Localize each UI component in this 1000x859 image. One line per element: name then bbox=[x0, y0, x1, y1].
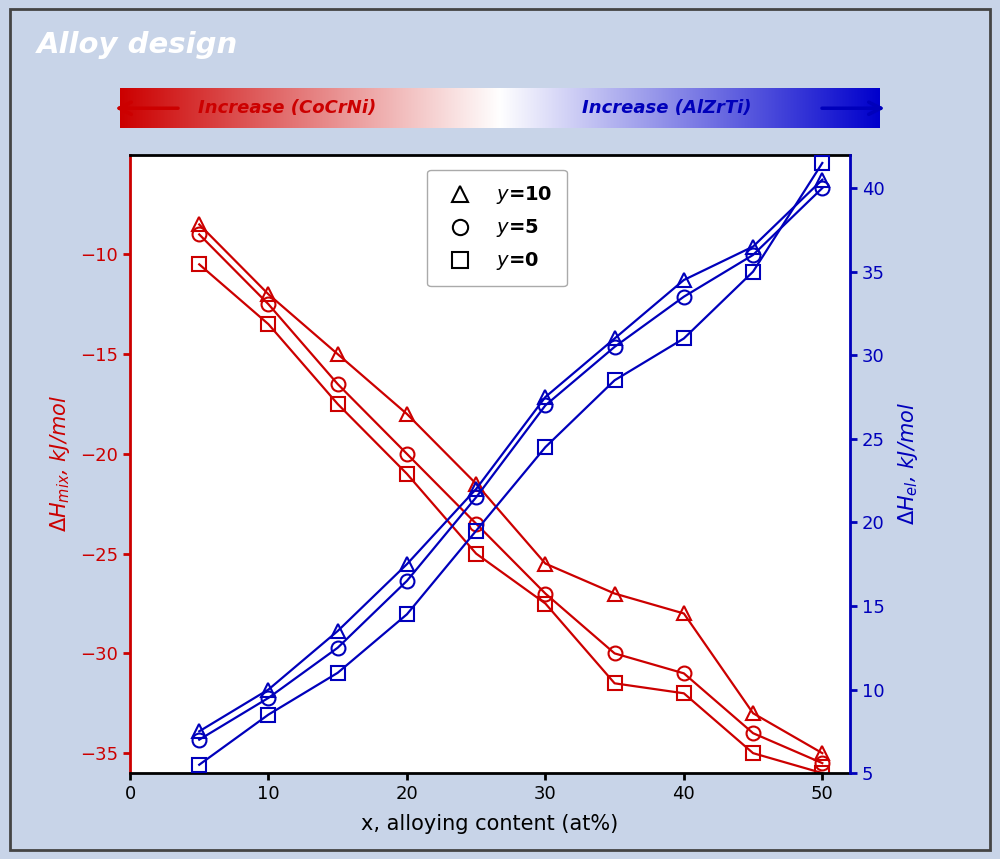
Y-axis label: $\Delta H_{mix}$, kJ/mol: $\Delta H_{mix}$, kJ/mol bbox=[48, 395, 72, 533]
Text: Increase (CoCrNi): Increase (CoCrNi) bbox=[198, 100, 376, 117]
Text: Alloy design: Alloy design bbox=[37, 31, 239, 59]
Y-axis label: $\Delta H_{el}$, kJ/mol: $\Delta H_{el}$, kJ/mol bbox=[896, 402, 920, 526]
X-axis label: x, alloying content (at%): x, alloying content (at%) bbox=[361, 814, 619, 834]
Legend: $\mathit{y}$=10, $\mathit{y}$=5, $\mathit{y}$=0: $\mathit{y}$=10, $\mathit{y}$=5, $\mathi… bbox=[427, 170, 567, 286]
Text: Increase (AlZrTi): Increase (AlZrTi) bbox=[582, 100, 752, 117]
